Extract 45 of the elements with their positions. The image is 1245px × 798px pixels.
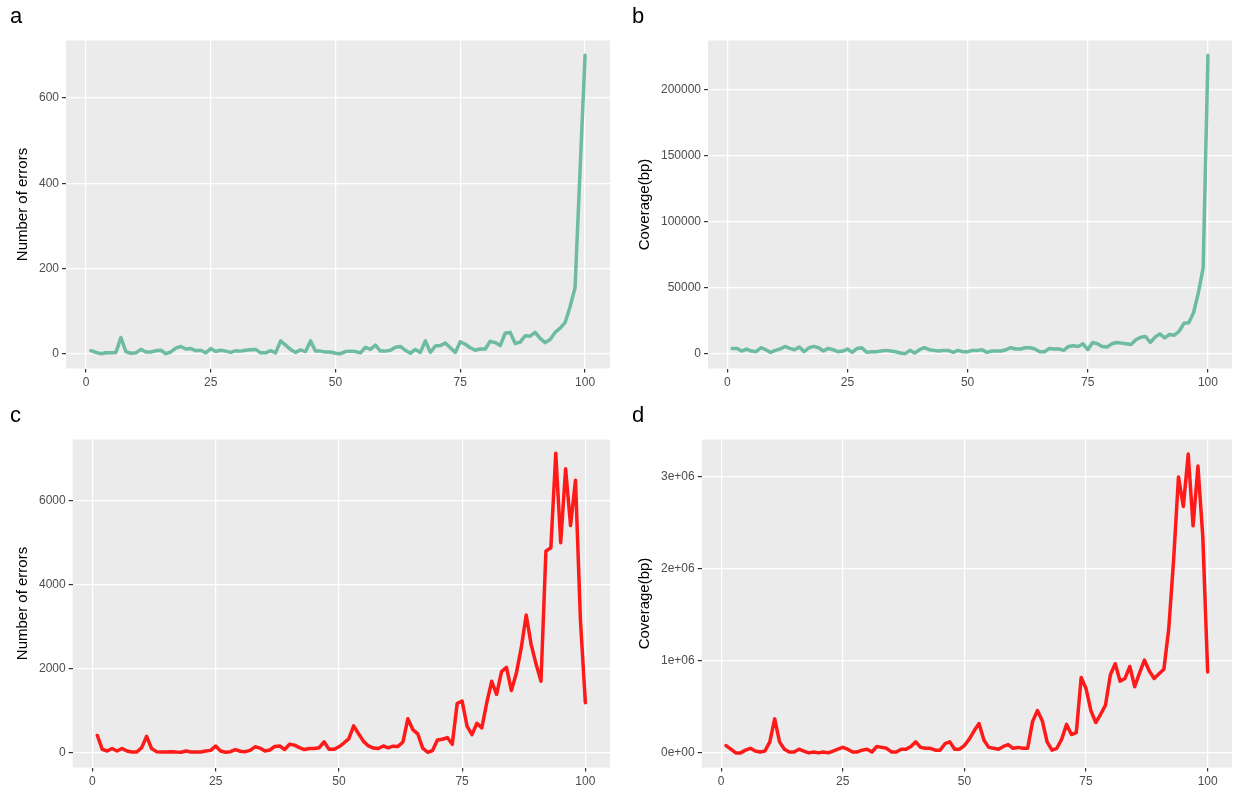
x-tick-label: 0 [89,774,97,789]
x-tick-label: 100 [575,774,596,789]
y-tick-label: 600 [38,90,60,105]
y-tick-label: 150000 [661,147,702,162]
chart-title: b [632,3,645,29]
y-tick-label: 0 [59,745,67,759]
y-axis-title: Coverage(bp) [635,557,653,650]
x-tick-label: 50 [332,774,346,789]
x-tick-label: 25 [204,375,218,390]
y-tick-label: 3e+06 [661,469,696,484]
y-axis-title: Coverage(bp) [635,158,653,251]
x-tick-label: 25 [208,774,223,789]
y-tick-label: 2e+06 [661,561,696,576]
x-tick-label: 0 [723,375,731,390]
y-tick-label: 200 [38,260,60,275]
x-tick-label: 100 [1197,375,1219,390]
x-tick-label: 75 [1081,375,1095,390]
y-tick-label: 0e+00 [661,745,696,760]
x-tick-label: 0 [717,774,725,789]
y-tick-label: 50000 [667,279,702,294]
x-tick-label: 75 [455,774,470,789]
x-tick-label: 75 [1079,774,1094,789]
y-tick-label: 2000 [38,661,67,676]
y-tick-label: 200000 [661,81,702,96]
y-tick-label: 400 [38,175,60,190]
x-tick-label: 75 [453,375,468,390]
y-tick-label: 0 [52,345,60,360]
y-tick-label: 4000 [38,577,67,592]
y-tick-label: 6000 [38,493,67,508]
x-tick-label: 50 [960,375,975,390]
y-axis-title: Number of errors [13,147,31,262]
y-tick-label: 1e+06 [661,653,696,668]
x-tick-label: 25 [836,774,850,789]
x-tick-label: 25 [840,375,855,390]
chart-title: c [10,402,21,428]
x-tick-label: 50 [328,375,343,390]
chart-title: d [632,402,645,428]
x-tick-label: 0 [82,375,90,390]
y-tick-label: 100000 [661,213,702,228]
y-tick-label: 0 [694,345,702,360]
chart-title: a [10,3,23,29]
x-tick-label: 100 [575,375,596,390]
y-axis-title: Number of errors [13,546,31,661]
x-tick-label: 100 [1197,774,1219,789]
x-tick-label: 50 [957,774,972,789]
